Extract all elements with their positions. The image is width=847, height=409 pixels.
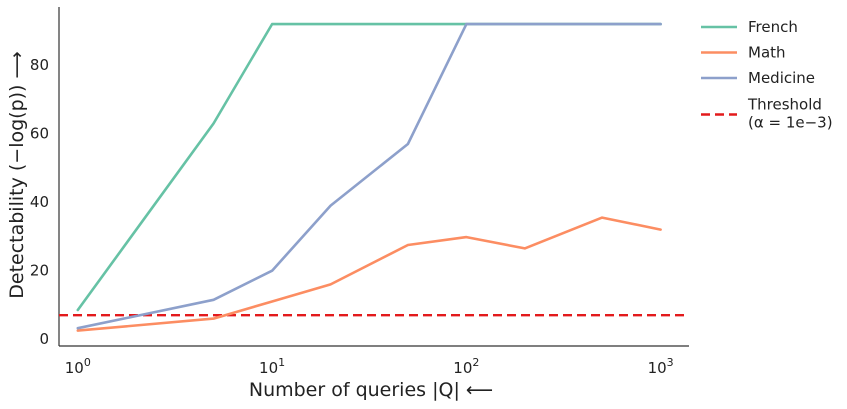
axes: [58, 7, 689, 347]
y-tick-label: 20: [30, 262, 49, 280]
legend-label-math: Math: [748, 44, 786, 62]
x-tick-label: 101: [259, 356, 285, 377]
y-axis-label: Detectability (−log(p)) ⟶: [6, 51, 28, 299]
x-axis-label: Number of queries |Q| ⟵: [249, 379, 493, 401]
series-lines: [59, 22, 689, 332]
y-tick-label: 60: [30, 125, 49, 143]
series-line-medicine: [76, 22, 662, 330]
y-tick-label: 0: [39, 330, 49, 348]
x-tick-label: 100: [65, 356, 91, 377]
y-tick-label: 40: [30, 193, 49, 211]
legend-label-medicine: Medicine: [748, 69, 815, 87]
legend-label-threshold: Threshold: [747, 96, 822, 114]
legend: French Math Medicine Threshold(α = 1e−3): [701, 18, 833, 132]
x-tick-label: 102: [453, 356, 479, 377]
series-line-french: [76, 22, 662, 312]
series-line-math: [76, 216, 662, 332]
legend-label-threshold-alpha: (α = 1e−3): [748, 114, 833, 132]
tick-labels: 0 20 40 60 80 100 101 102 103: [30, 56, 674, 377]
y-tick-label: 80: [30, 56, 49, 74]
legend-label-french: French: [748, 18, 798, 36]
x-tick-label: 103: [648, 356, 674, 377]
